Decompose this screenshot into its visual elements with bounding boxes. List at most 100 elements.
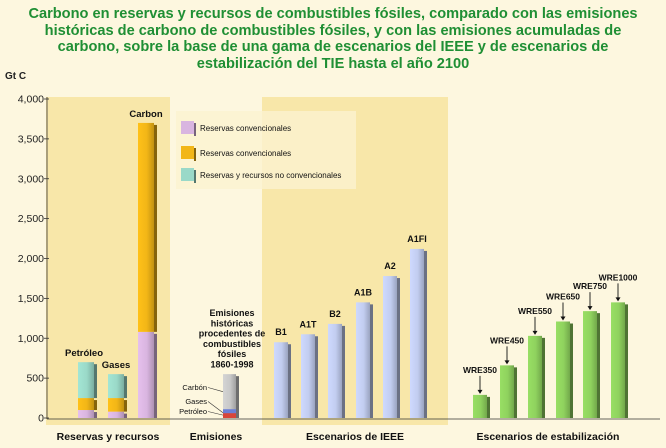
- y-tick-label: 1,000: [18, 333, 44, 345]
- bar-label-arrowhead: [532, 330, 538, 335]
- bar-gases-seg-side: [124, 400, 127, 412]
- bar-petróleo-seg-side: [94, 364, 97, 399]
- bar-emisiones-carbon-side: [236, 376, 239, 418]
- bar-petróleo-seg: [78, 362, 94, 399]
- legend-swatch: [181, 121, 194, 134]
- emissions-part-label: Petróleo: [179, 407, 207, 416]
- bar-petróleo-seg: [78, 410, 94, 418]
- legend-box: [176, 111, 356, 189]
- bar-wre350-side: [487, 396, 490, 418]
- y-tick-label: 3,500: [18, 133, 44, 145]
- bar-b1: [274, 342, 288, 418]
- legend-label: Reservas y recursos no convencionales: [200, 171, 341, 180]
- bar-carbon-seg-side: [154, 333, 157, 418]
- group-label: Escenarios de estabilización: [477, 431, 620, 443]
- emissions-annotation: 1860-1998: [210, 360, 253, 370]
- bar-label: Gases: [102, 360, 131, 371]
- bar-wre1000-side: [625, 304, 628, 418]
- legend-label: Reservas convencionales: [200, 124, 291, 133]
- group-label: Emisiones: [190, 431, 243, 443]
- bar-gases-seg: [108, 411, 124, 418]
- y-tick-label: 1,500: [18, 293, 44, 305]
- emissions-annotation: Emisiones: [209, 308, 254, 318]
- bar-wre450-side: [514, 367, 517, 418]
- bar-label: WRE1000: [599, 272, 638, 282]
- bar-wre550: [528, 335, 542, 418]
- bar-a1fi-side: [424, 250, 427, 418]
- bar-label: WRE350: [463, 365, 497, 375]
- bar-a1b: [356, 302, 370, 418]
- bar-label: A2: [384, 261, 396, 271]
- bar-wre1000: [611, 302, 625, 418]
- emissions-leader: [207, 387, 224, 392]
- title-line: estabilización del TIE hasta el año 2100: [196, 55, 470, 72]
- title-line: Carbono en reservas y recursos de combus…: [28, 6, 638, 22]
- emissions-annotation: procedentes de: [199, 329, 266, 339]
- bar-carbon-seg-side: [154, 124, 157, 332]
- bar-b2: [328, 323, 342, 418]
- bar-a2: [383, 276, 397, 418]
- bar-a2-side: [397, 278, 400, 418]
- bar-label: B2: [329, 309, 341, 319]
- bar-a1fi: [410, 248, 424, 418]
- bar-label: WRE650: [546, 292, 580, 302]
- bar-petróleo-seg-side: [94, 412, 97, 418]
- bar-gases-seg-side: [124, 376, 127, 399]
- y-tick-label: 3,000: [18, 173, 44, 185]
- emissions-annotation: históricas: [211, 318, 254, 328]
- bar-a1b-side: [370, 304, 373, 418]
- title-line: carbono, sobre la base de una gama de es…: [57, 39, 609, 55]
- emissions-annotation: combustibles: [203, 339, 261, 349]
- y-tick-label: 2,500: [18, 213, 44, 225]
- bar-petróleo-seg: [78, 398, 94, 411]
- bar-wre450: [500, 365, 514, 418]
- bar-label: Carbon: [129, 109, 162, 120]
- bar-label: B1: [275, 327, 287, 337]
- emissions-part-label: Gases: [185, 397, 207, 406]
- bar-label: WRE450: [490, 335, 524, 345]
- bar-a1t-side: [315, 336, 318, 418]
- legend-swatch: [181, 146, 194, 159]
- legend-swatch-side: [194, 123, 196, 136]
- bar-label: A1B: [354, 287, 373, 297]
- y-tick-label: 0: [38, 413, 44, 425]
- legend-label: Reservas convencionales: [200, 149, 291, 158]
- bar-label-arrowhead: [587, 306, 593, 311]
- chart-title: Carbono en reservas y recursos de combus…: [0, 6, 666, 72]
- bar-label-arrowhead: [504, 360, 510, 365]
- bar-emisiones-petroleo: [223, 413, 236, 418]
- bar-emisiones-carbon: [223, 374, 236, 418]
- legend-swatch-side: [194, 148, 196, 161]
- legend-swatch-side: [194, 170, 196, 183]
- bar-wre350: [473, 394, 487, 418]
- bar-b1-side: [288, 344, 291, 418]
- bar-wre750: [583, 311, 597, 418]
- title-line: históricas de carbono de combustibles fó…: [44, 22, 622, 39]
- group-label: Escenarios de IEEE: [306, 431, 404, 443]
- y-tick-label: 4,000: [18, 94, 44, 106]
- bar-petróleo-seg-side: [94, 400, 97, 411]
- bar-wre750-side: [597, 313, 600, 418]
- emissions-annotation: fósiles: [218, 349, 247, 359]
- bar-carbon-seg: [138, 331, 154, 418]
- emissions-leader: [207, 411, 224, 416]
- bar-label-arrowhead: [560, 316, 566, 321]
- legend-swatch: [181, 168, 194, 181]
- group-label: Reservas y recursos: [57, 431, 160, 443]
- bar-gases-seg: [108, 398, 124, 412]
- bar-label: WRE750: [573, 281, 607, 291]
- bar-b2-side: [342, 325, 345, 418]
- bar-label: A1T: [299, 319, 317, 329]
- bar-carbon-seg: [138, 122, 154, 332]
- bar-wre550-side: [542, 337, 545, 418]
- bar-a1t: [301, 334, 315, 418]
- y-axis-label: Gt C: [5, 71, 26, 82]
- bar-wre650-side: [570, 323, 573, 418]
- bar-gases-seg-side: [124, 413, 127, 418]
- bar-label-arrowhead: [615, 297, 621, 302]
- emissions-leader: [207, 401, 224, 413]
- y-tick-label: 2,000: [18, 253, 44, 265]
- y-tick-label: 500: [26, 373, 44, 385]
- bar-wre650: [556, 321, 570, 418]
